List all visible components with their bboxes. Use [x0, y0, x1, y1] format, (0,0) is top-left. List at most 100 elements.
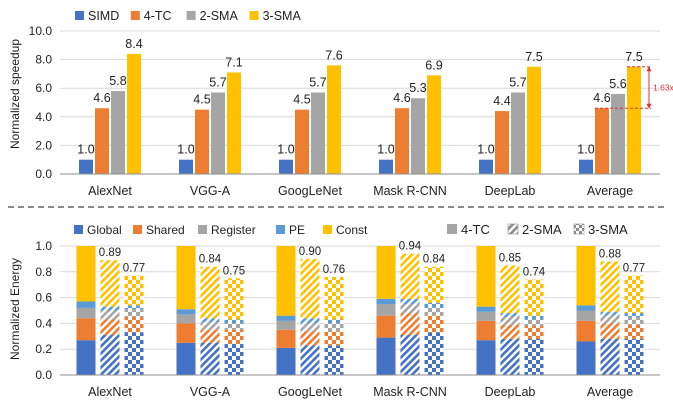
speedup-y-tick-labels: 0.0 2.0 4.0 6.0 8.0 10.0 — [29, 24, 53, 181]
segment-pe-3-sma-googlenet — [324, 319, 344, 324]
energy-y-tick-label: 0.8 — [35, 265, 52, 279]
bar-2-sma-alexnet — [111, 91, 125, 174]
data-label-4-tc-mask-r-cnn: 4.6 — [393, 91, 410, 105]
legend-label-shared: Shared — [146, 223, 185, 237]
segment-const-3-sma-deeplab — [524, 279, 544, 316]
segment-global-3-sma-alexnet — [124, 332, 144, 375]
segment-global-2-sma-mask-r-cnn — [400, 335, 420, 375]
segment-register-4-tc-average — [576, 310, 596, 321]
segment-const-4-tc-average — [576, 246, 596, 306]
segment-pe-4-tc-deeplab — [476, 306, 496, 312]
segment-shared-2-sma-googlenet — [300, 331, 320, 346]
legend-swatch-shared — [133, 225, 142, 234]
total-label-2-sma-average: 0.88 — [599, 248, 621, 260]
segment-const-3-sma-average — [624, 275, 644, 314]
energy-y-axis-label: Normalized Energy — [8, 258, 22, 360]
segment-const-4-tc-googlenet — [276, 246, 296, 316]
bar-simd-deeplab — [479, 159, 493, 174]
legend-swatch-4-tc — [447, 224, 457, 234]
segment-register-4-tc-alexnet — [76, 307, 96, 319]
bar-2-sma-deeplab — [511, 92, 525, 174]
energy-legend-components: Global Shared Register PE Const — [74, 223, 368, 237]
bar-simd-googlenet — [279, 159, 293, 174]
energy-category-labels: AlexNet VGG-A GoogLeNet Mask R-CNN DeepLab Av… — [88, 385, 633, 399]
data-label-4-tc-deeplab: 4.4 — [493, 94, 510, 108]
total-label-3-sma-alexnet: 0.77 — [123, 263, 145, 275]
segment-pe-3-sma-mask-r-cnn — [424, 302, 444, 308]
segment-pe-2-sma-mask-r-cnn — [400, 298, 420, 305]
bar-2-sma-average — [611, 93, 625, 174]
segment-const-3-sma-googlenet — [324, 276, 344, 320]
segment-shared-3-sma-average — [624, 324, 644, 339]
segment-global-4-tc-googlenet — [276, 347, 296, 375]
segment-const-4-tc-vgg-a — [176, 246, 196, 310]
energy-stacked-bars — [76, 246, 644, 375]
segment-global-3-sma-deeplab — [524, 338, 544, 375]
energy-data-labels: 0.890.770.840.750.900.760.940.84 0.850.74… — [99, 241, 645, 279]
segment-pe-3-sma-deeplab — [524, 315, 544, 320]
energy-y-tick-label: 0.4 — [35, 316, 52, 330]
segment-const-4-tc-alexnet — [76, 246, 96, 302]
segment-const-2-sma-mask-r-cnn — [400, 253, 420, 299]
segment-register-3-sma-alexnet — [124, 309, 144, 317]
data-label-simd-mask-r-cnn: 1.0 — [377, 143, 394, 157]
speedup-annotation: 1.63x — [595, 66, 673, 109]
legend-label-2-sma: 2-SMA — [200, 9, 239, 23]
data-label-3-sma-vgg-a: 7.1 — [225, 55, 242, 69]
data-label-2-sma-mask-r-cnn: 5.3 — [409, 81, 426, 95]
segment-global-3-sma-mask-r-cnn — [424, 332, 444, 375]
legend-swatch-const — [323, 225, 332, 234]
speedup-legend: SIMD 4-TC 2-SMA 3-SMA — [75, 9, 301, 23]
segment-shared-2-sma-alexnet — [100, 319, 120, 336]
segment-pe-2-sma-average — [600, 311, 620, 316]
segment-shared-3-sma-alexnet — [124, 316, 144, 333]
segment-register-2-sma-vgg-a — [200, 322, 220, 330]
segment-shared-3-sma-deeplab — [524, 325, 544, 339]
bar-3-sma-alexnet — [127, 53, 141, 174]
speedup-bars — [79, 53, 641, 174]
energy-chart: 0.0 0.2 0.4 0.6 0.8 1.0 Normalized Energy 0.8… — [8, 222, 660, 399]
total-label-2-sma-googlenet: 0.90 — [299, 246, 321, 258]
category-label-googlenet: GoogLeNet — [278, 184, 342, 198]
speedup-y-tick-label: 6.0 — [35, 81, 52, 95]
speedup-data-labels: 1.0 4.6 5.8 8.4 1.0 4.5 5.7 7.1 1.0 4.5 5.7 7.6 1.0 4… — [77, 37, 642, 157]
bar-3-sma-deeplab — [527, 66, 541, 174]
legend-swatch-4-tc — [130, 11, 140, 20]
legend-label-4-tc: 4-TC — [461, 222, 490, 237]
category-label-mask-r-cnn: Mask R-CNN — [373, 184, 447, 198]
total-label-3-sma-deeplab: 0.74 — [523, 267, 546, 279]
segment-register-3-sma-googlenet — [324, 323, 344, 332]
speedup-y-tick-label: 2.0 — [35, 138, 52, 152]
energy-y-tick-label: 0.0 — [35, 368, 52, 382]
segment-register-3-sma-deeplab — [524, 319, 544, 326]
speedup-chart: 0.0 2.0 4.0 6.0 8.0 10.0 Normalized speedup 1… — [8, 9, 673, 198]
segment-const-2-sma-deeplab — [500, 265, 520, 314]
total-label-3-sma-vgg-a: 0.75 — [223, 265, 245, 277]
data-label-3-sma-googlenet: 7.6 — [325, 48, 342, 62]
segment-shared-3-sma-vgg-a — [224, 329, 244, 345]
legend-label-const: Const — [336, 223, 368, 237]
segment-shared-4-tc-average — [576, 320, 596, 342]
bar-simd-alexnet — [79, 159, 93, 174]
bar-4-tc-alexnet — [95, 108, 109, 174]
segment-register-2-sma-alexnet — [100, 310, 120, 320]
data-label-2-sma-vgg-a: 5.7 — [209, 75, 226, 89]
total-label-2-sma-vgg-a: 0.84 — [199, 254, 222, 266]
segment-global-3-sma-vgg-a — [224, 344, 244, 375]
total-label-2-sma-mask-r-cnn: 0.94 — [399, 241, 422, 253]
energy-gridlines — [60, 245, 660, 350]
segment-const-2-sma-average — [600, 261, 620, 312]
segment-global-4-tc-deeplab — [476, 340, 496, 375]
data-label-2-sma-alexnet: 5.8 — [109, 74, 126, 88]
segment-shared-4-tc-mask-r-cnn — [376, 315, 396, 338]
bar-2-sma-googlenet — [311, 92, 325, 174]
energy-y-tick-label: 0.2 — [35, 342, 52, 356]
segment-const-2-sma-googlenet — [300, 258, 320, 319]
legend-swatch-simd — [75, 11, 84, 20]
bar-3-sma-average — [627, 66, 641, 174]
segment-pe-2-sma-googlenet — [300, 318, 320, 324]
data-label-3-sma-deeplab: 7.5 — [525, 50, 542, 64]
category-label-mask-r-cnn: Mask R-CNN — [373, 385, 447, 399]
bar-4-tc-mask-r-cnn — [395, 108, 409, 174]
data-label-2-sma-deeplab: 5.7 — [509, 75, 526, 89]
